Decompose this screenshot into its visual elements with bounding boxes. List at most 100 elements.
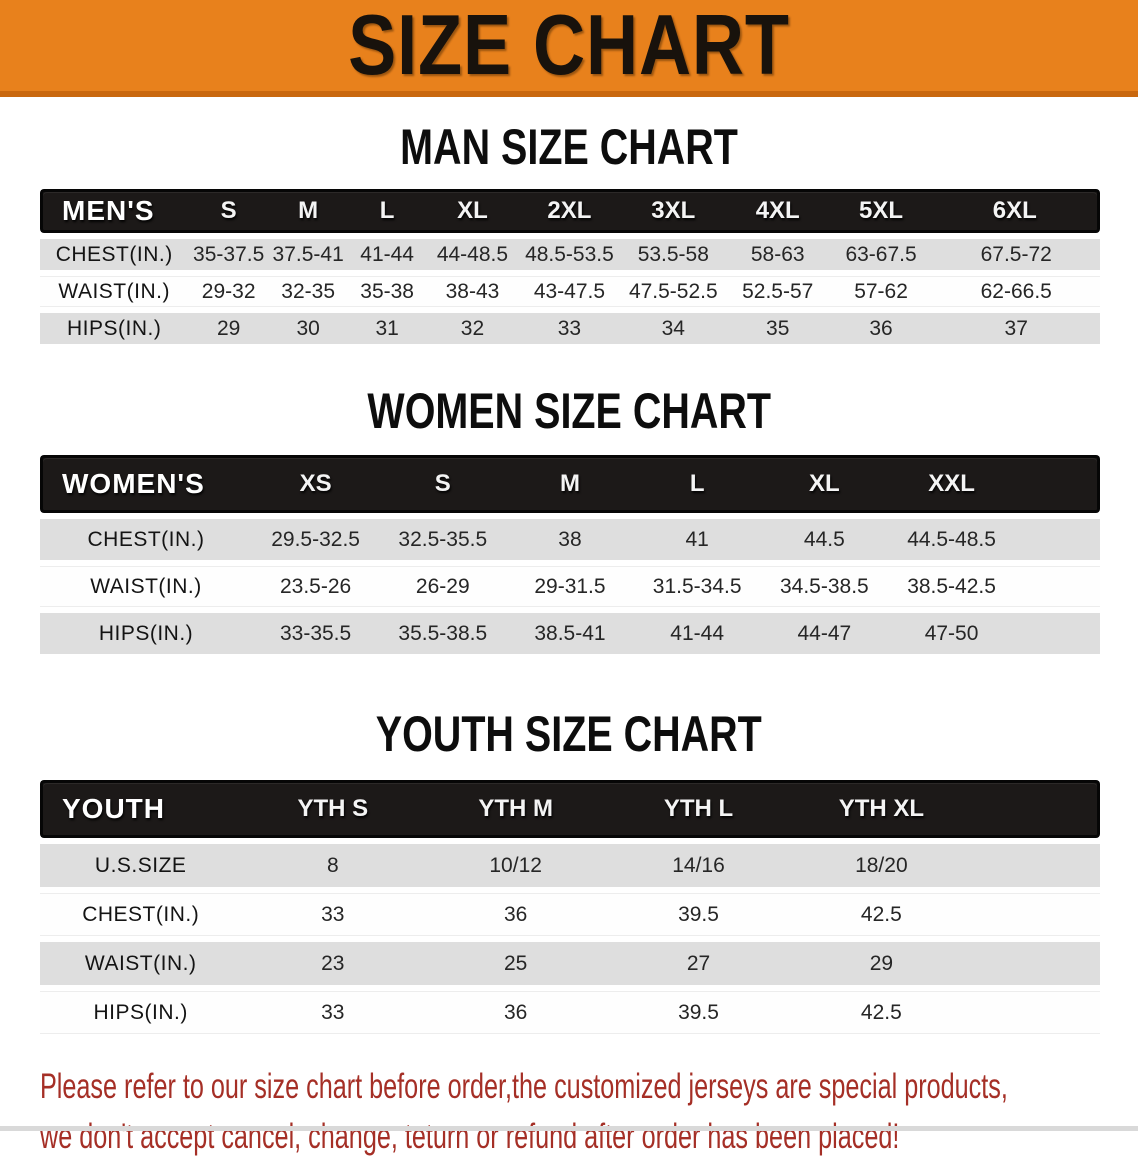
measurement-row: HIPS(IN.) 29 30 31 32 33 34 35 36 37 [40, 313, 1100, 344]
size-column-header: M [268, 189, 348, 233]
measurement-row: HIPS(IN.) 33 36 39.5 42.5 [40, 991, 1100, 1034]
size-value-cell: 32.5-35.5 [379, 519, 507, 560]
size-value-cell: 47-50 [887, 613, 1016, 654]
size-value-cell: 30 [268, 313, 348, 344]
size-column-header: YTH XL [789, 780, 973, 838]
size-value-cell: 32 [426, 313, 519, 344]
size-column-header: S [188, 189, 269, 233]
size-value-cell: 35-38 [347, 276, 427, 307]
row-label-cell: HIPS(IN.) [40, 991, 242, 1034]
size-value-cell: 29 [789, 942, 973, 985]
measurement-row: WAIST(IN.) 23.5-26 26-29 29-31.5 31.5-34.5 34… [40, 566, 1100, 607]
size-value-cell: 52.5-57 [725, 276, 830, 307]
size-value-cell: 43-47.5 [518, 276, 621, 307]
size-value-cell: 10/12 [424, 844, 608, 887]
spacer-cell [1015, 519, 1100, 560]
size-value-cell: 32-35 [268, 276, 348, 307]
size-value-cell: 42.5 [789, 991, 973, 1034]
row-label-cell: CHEST(IN.) [40, 893, 242, 936]
size-value-cell: 34.5-38.5 [760, 566, 888, 607]
size-column-header: XL [760, 455, 888, 513]
size-value-cell: 38.5-42.5 [887, 566, 1016, 607]
size-value-cell: 29 [188, 313, 269, 344]
size-column-header: XS [252, 455, 380, 513]
row-label-cell: WAIST(IN.) [40, 942, 242, 985]
size-column-header: XL [426, 189, 519, 233]
row-label-cell: U.S.SIZE [40, 844, 242, 887]
women-size-chart-section: WOMEN SIZE CHART WOMEN'S XS S M L XL XXL CHEST(… [0, 382, 1138, 660]
size-column-header: 2XL [518, 189, 621, 233]
size-value-cell: 8 [241, 844, 425, 887]
size-column-header: S [379, 455, 507, 513]
measurement-row: WAIST(IN.) 23 25 27 29 [40, 942, 1100, 985]
size-value-cell: 34 [620, 313, 726, 344]
size-value-cell: 37.5-41 [268, 239, 348, 270]
size-value-cell: 44-47 [760, 613, 888, 654]
size-value-cell: 63-67.5 [829, 239, 933, 270]
group-label-cell: YOUTH [40, 780, 242, 838]
size-column-header: 4XL [725, 189, 830, 233]
youth-size-chart-section: YOUTH SIZE CHART YOUTH YTH S YTH M YTH L YTH… [0, 705, 1138, 1040]
spacer-cell [972, 942, 1100, 985]
disclaimer-line-2: we don't accept cancel, change, teturn o… [40, 1117, 900, 1157]
size-value-cell: 39.5 [607, 991, 790, 1034]
men-section-heading: MAN SIZE CHART [400, 118, 738, 175]
size-value-cell: 36 [424, 991, 608, 1034]
measurement-row: CHEST(IN.) 35-37.5 37.5-41 41-44 44-48.5 48.5… [40, 239, 1100, 270]
size-value-cell: 36 [829, 313, 933, 344]
size-column-header: YTH M [424, 780, 608, 838]
size-value-cell: 26-29 [379, 566, 507, 607]
spacer-cell [972, 780, 1100, 838]
size-value-cell: 35 [725, 313, 830, 344]
row-label-cell: HIPS(IN.) [40, 613, 252, 654]
size-column-header: 3XL [620, 189, 726, 233]
row-label-cell: CHEST(IN.) [40, 239, 189, 270]
women-table-wrap: WOMEN'S XS S M L XL XXL CHEST(IN.) 29.5-32.5 32.5… [40, 449, 1100, 660]
group-label-cell: MEN'S [40, 189, 189, 233]
size-value-cell: 31 [347, 313, 427, 344]
size-column-header: YTH L [607, 780, 790, 838]
women-section-heading: WOMEN SIZE CHART [367, 382, 771, 439]
disclaimer-line-1: Please refer to our size chart before or… [40, 1067, 1008, 1106]
size-header-row: MEN'S S M L XL 2XL 3XL 4XL 5XL 6XL [40, 189, 1100, 233]
size-value-cell: 23.5-26 [252, 566, 380, 607]
size-value-cell: 31.5-34.5 [633, 566, 761, 607]
men-size-chart-section: MAN SIZE CHART MEN'S S M L XL 2XL 3XL 4XL 5XL 6XL… [0, 118, 1138, 350]
spacer-cell [1015, 613, 1100, 654]
spacer-cell [1015, 566, 1100, 607]
size-column-header: YTH S [241, 780, 425, 838]
size-value-cell: 29-32 [188, 276, 269, 307]
size-value-cell: 62-66.5 [932, 276, 1100, 307]
size-value-cell: 53.5-58 [620, 239, 726, 270]
size-value-cell: 44-48.5 [426, 239, 519, 270]
size-value-cell: 41-44 [347, 239, 427, 270]
size-column-header: 5XL [829, 189, 933, 233]
size-value-cell: 25 [424, 942, 608, 985]
size-value-cell: 41 [633, 519, 761, 560]
size-column-header: 6XL [932, 189, 1100, 233]
measurement-row: HIPS(IN.) 33-35.5 35.5-38.5 38.5-41 41-44 44-… [40, 613, 1100, 654]
size-value-cell: 38.5-41 [506, 613, 634, 654]
size-value-cell: 58-63 [725, 239, 830, 270]
size-value-cell: 38-43 [426, 276, 519, 307]
size-value-cell: 14/16 [607, 844, 790, 887]
spacer-cell [972, 844, 1100, 887]
size-value-cell: 35-37.5 [188, 239, 269, 270]
row-label-cell: CHEST(IN.) [40, 519, 252, 560]
size-value-cell: 48.5-53.5 [518, 239, 621, 270]
youth-section-heading: YOUTH SIZE CHART [375, 705, 763, 762]
measurement-row: CHEST(IN.) 33 36 39.5 42.5 [40, 893, 1100, 936]
spacer-cell [972, 991, 1100, 1034]
spacer-cell [972, 893, 1100, 936]
size-value-cell: 47.5-52.5 [620, 276, 726, 307]
size-value-cell: 36 [424, 893, 608, 936]
size-value-cell: 33 [241, 991, 425, 1034]
size-value-cell: 29-31.5 [506, 566, 634, 607]
size-value-cell: 33-35.5 [252, 613, 380, 654]
spacer-cell [1015, 455, 1100, 513]
page-title: SIZE CHART [348, 0, 790, 93]
size-value-cell: 57-62 [829, 276, 933, 307]
disclaimer: Please refer to our size chart before or… [40, 1062, 1098, 1162]
size-value-cell: 33 [241, 893, 425, 936]
measurement-row: CHEST(IN.) 29.5-32.5 32.5-35.5 38 41 44.5 44.5… [40, 519, 1100, 560]
